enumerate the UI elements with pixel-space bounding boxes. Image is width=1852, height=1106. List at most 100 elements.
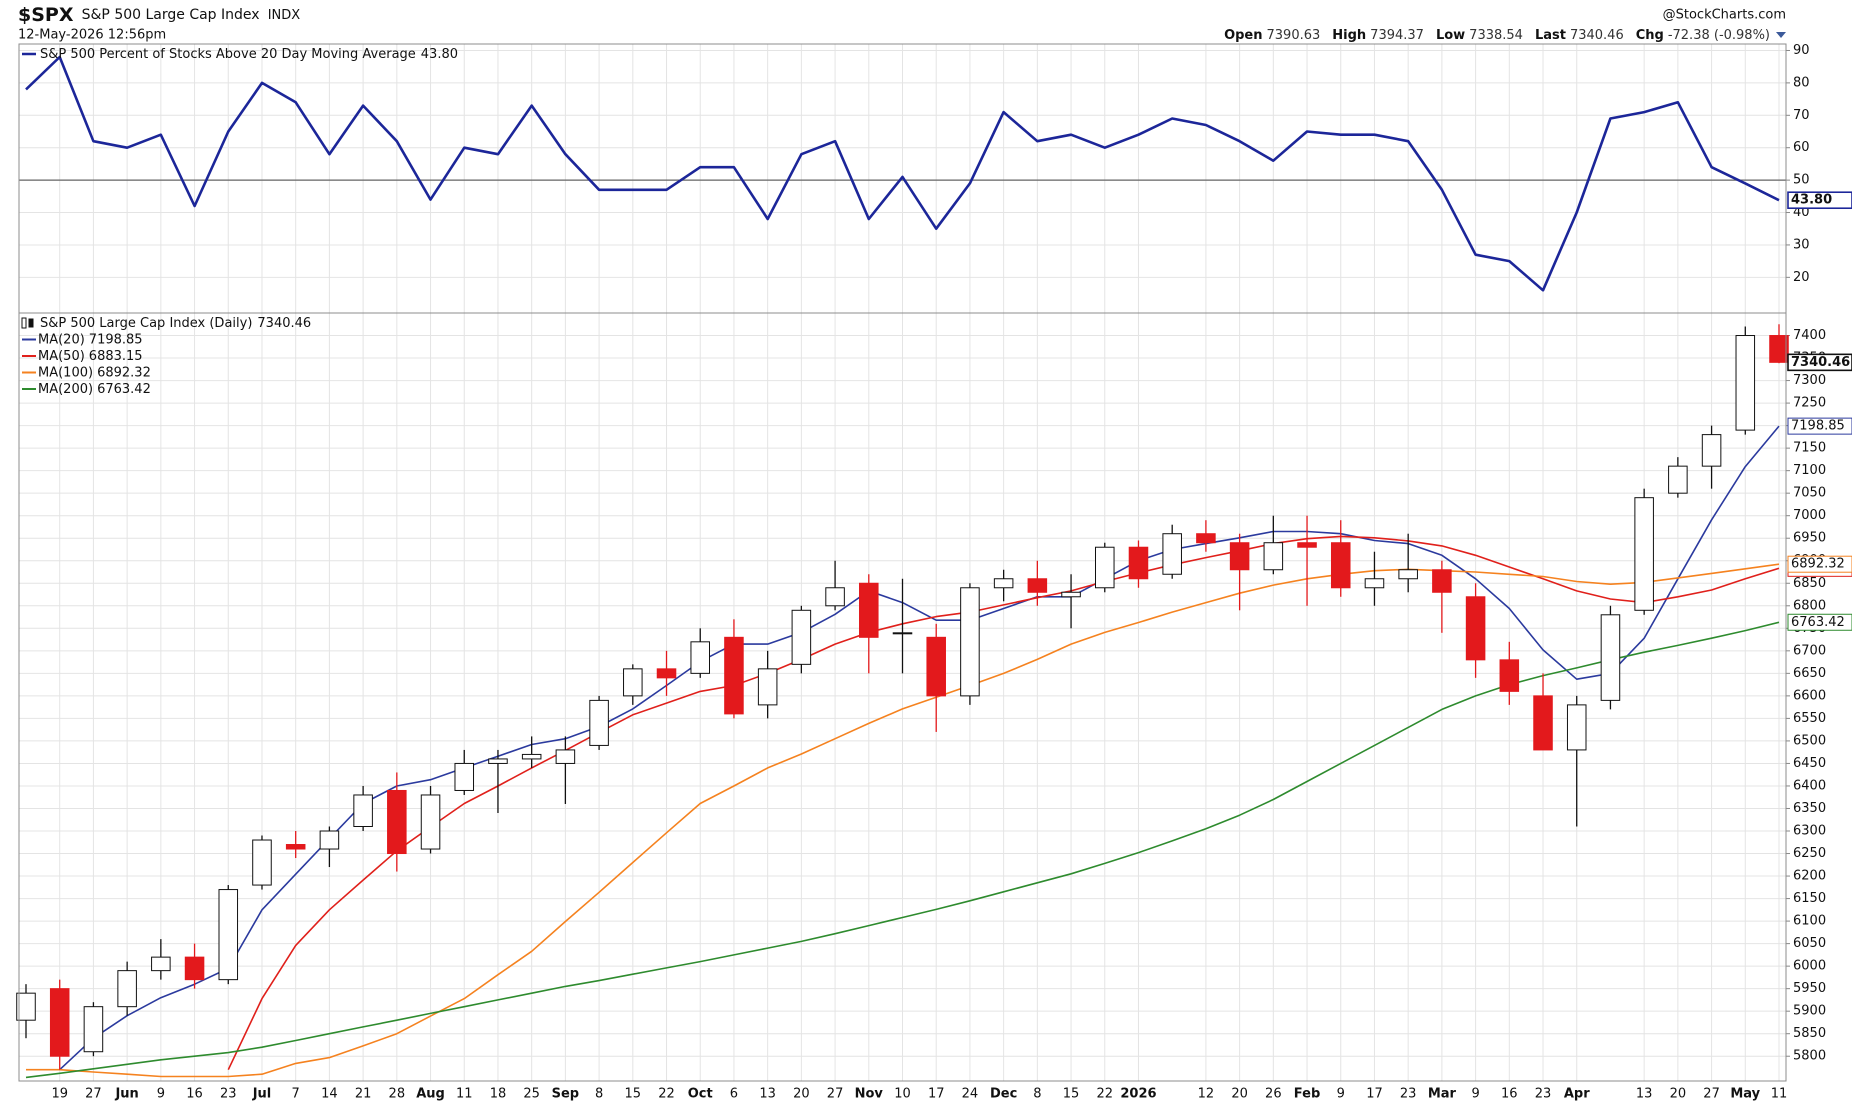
last-value-label: 6763.42 (1791, 615, 1845, 630)
candle-body (1668, 465, 1688, 494)
x-tick-label: 20 (1670, 1087, 1687, 1102)
x-tick-label: 27 (827, 1087, 844, 1102)
candle-body (151, 956, 171, 972)
legend-entry: MA(100) 6892.32 (38, 365, 151, 380)
x-tick-label: 16 (1501, 1087, 1518, 1102)
candle-body (656, 668, 677, 679)
y-tick-label: 7250 (1793, 396, 1826, 411)
moving-average-line (227, 535, 1780, 1071)
y-tick-label: 6450 (1793, 756, 1826, 771)
y-tick-label: 80 (1793, 75, 1810, 90)
candle-body (690, 641, 711, 674)
candle-body (454, 762, 475, 791)
quote-label: Chg (1636, 28, 1664, 43)
last-value-tag (1787, 353, 1852, 372)
legend-entry: MA(200) 6763.42 (38, 382, 151, 397)
legend-name: MA(200) (38, 382, 93, 397)
candle-body (1398, 569, 1418, 580)
candle-body (117, 970, 137, 1008)
x-tick-label: 17 (928, 1087, 945, 1102)
x-tick-label: 23 (220, 1087, 237, 1102)
candle-body (1533, 695, 1553, 751)
candle-body (1634, 497, 1654, 611)
candle-body (926, 636, 946, 697)
last-value-label: 7340.46 (1791, 355, 1850, 370)
y-tick-label: 7100 (1793, 463, 1826, 478)
legend-icon (21, 317, 27, 329)
y-tick-label: 6500 (1793, 733, 1826, 748)
exchange: INDX (268, 8, 301, 23)
x-tick-label: 13 (1636, 1087, 1653, 1102)
quote-label: High (1332, 28, 1366, 43)
x-tick-label: Apr (1564, 1087, 1590, 1102)
candle-body (1027, 578, 1048, 593)
candle-body (960, 587, 980, 697)
y-tick-label: 7400 (1793, 328, 1826, 343)
y-tick-label: 6550 (1793, 711, 1826, 726)
legend-name: S&P 500 Large Cap Index (Daily) (40, 316, 252, 331)
x-tick-label: Jun (114, 1087, 138, 1102)
quote-label: Last (1535, 28, 1566, 43)
y-tick-label: 5850 (1793, 1026, 1826, 1041)
y-tick-label: 6700 (1793, 643, 1826, 658)
x-tick-label: 26 (1265, 1087, 1282, 1102)
x-tick-label: May (1730, 1087, 1760, 1102)
candle-body (1600, 614, 1621, 701)
legend-value: 43.80 (421, 47, 458, 62)
y-tick-label: 30 (1793, 237, 1810, 252)
legend-entry: MA(50) 6883.15 (38, 349, 143, 364)
candle-body (623, 668, 643, 697)
legend-name: MA(100) (38, 365, 93, 380)
candle-body (1499, 659, 1520, 692)
x-tick-label: 10 (894, 1087, 911, 1102)
x-tick-label: 15 (625, 1087, 642, 1102)
menu-arrow[interactable] (1776, 32, 1786, 38)
x-tick-label: 9 (1471, 1087, 1479, 1102)
y-tick-label: 60 (1793, 140, 1810, 155)
candle-body (589, 699, 609, 746)
moving-average-line (26, 563, 1780, 1078)
x-tick-label: Aug (416, 1087, 445, 1102)
candle-body (791, 609, 812, 665)
datetime: 12-May-2026 12:56pm (18, 28, 166, 43)
candle-body (859, 582, 879, 638)
x-tick-label: 16 (186, 1087, 203, 1102)
x-tick-label: 7 (292, 1087, 300, 1102)
y-tick-label: 7300 (1793, 373, 1826, 388)
x-tick-label: Mar (1428, 1087, 1457, 1102)
x-tick-label: Oct (688, 1087, 713, 1102)
y-tick-label: 7050 (1793, 486, 1826, 501)
candle-body (724, 636, 744, 715)
candle-body (892, 632, 913, 635)
candle-body (184, 956, 205, 981)
quote-line: Open 7390.63 High 7394.37 Low 7338.54 Last 7340… (1224, 28, 1770, 43)
candle-body (353, 794, 373, 828)
y-tick-label: 5950 (1793, 981, 1826, 996)
x-tick-label: 9 (157, 1087, 165, 1102)
candle-body (218, 889, 239, 981)
y-tick-label: 6150 (1793, 891, 1826, 906)
x-tick-label: 23 (1535, 1087, 1552, 1102)
y-tick-label: 90 (1793, 43, 1810, 58)
x-tick-label: 21 (355, 1087, 372, 1102)
candle-body (1735, 335, 1756, 431)
candle-body (1128, 546, 1149, 580)
x-tick-label: 22 (1096, 1087, 1113, 1102)
legend-entry: S&P 500 Large Cap Index (Daily) 7340.46 (40, 316, 311, 331)
x-tick-label: 20 (793, 1087, 810, 1102)
quote-value: 7394.37 (1370, 28, 1424, 43)
legend-entry: S&P 500 Percent of Stocks Above 20 Day M… (40, 47, 458, 62)
candle-body (252, 839, 272, 886)
security-name: S&P 500 Large Cap Index (82, 7, 260, 23)
chart-header: $SPX S&P 500 Large Cap Index INDX (18, 4, 300, 26)
x-tick-label: Feb (1294, 1087, 1320, 1102)
y-tick-label: 6600 (1793, 688, 1826, 703)
x-tick-label: 28 (389, 1087, 406, 1102)
candle-body (49, 988, 70, 1057)
candle-body (319, 830, 340, 850)
y-tick-label: 6650 (1793, 666, 1826, 681)
quote-value: -72.38 (-0.98%) (1668, 28, 1770, 43)
